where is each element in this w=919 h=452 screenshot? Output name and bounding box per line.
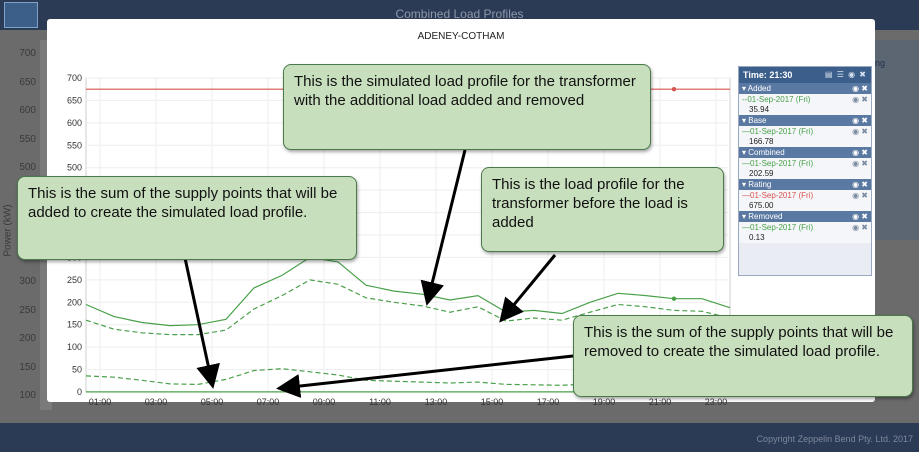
app-title: Combined Load Profiles xyxy=(395,7,524,21)
y-tick-label: 0 xyxy=(77,387,82,397)
y-tick-label: 550 xyxy=(67,140,82,150)
legend-series-row[interactable]: —01-Sep-2017 (Fri) ◉ ✖ xyxy=(739,126,871,137)
x-tick-label: 17:00 xyxy=(537,397,560,407)
legend-section-label: ▾ Base xyxy=(742,116,767,125)
legend-series-row[interactable]: —01-Sep-2017 (Fri) ◉ ✖ xyxy=(739,190,871,201)
legend-series-value: 675.00 xyxy=(739,201,871,211)
copyright-text: Copyright Zeppelin Bend Pty. Ltd. 2017 xyxy=(756,434,913,444)
background-y-tick-label: 700 xyxy=(19,48,36,59)
x-tick-label: 13:00 xyxy=(425,397,448,407)
legend-row-icons[interactable]: ◉ ✖ xyxy=(852,127,868,136)
legend-section-rating[interactable]: ▾ Rating ◉ ✖ xyxy=(739,179,871,190)
legend-section-icons[interactable]: ◉ ✖ xyxy=(852,148,868,157)
legend-section-base[interactable]: ▾ Base ◉ ✖ xyxy=(739,115,871,126)
legend-section-label: ▾ Combined xyxy=(742,148,785,157)
y-tick-label: 700 xyxy=(67,73,82,83)
background-legend-panel: ng xyxy=(875,40,919,240)
legend-panel: Time: 21:30 ▤ ☰ ◉ ✖ ▾ Added ◉ ✖ --01-Sep-2… xyxy=(738,66,872,276)
legend-row-icons[interactable]: ◉ ✖ xyxy=(852,223,868,232)
legend-time-label: Time: 21:30 xyxy=(743,70,793,80)
background-y-tick-label: 250 xyxy=(19,304,36,316)
callout-added: This is the sum of the supply points tha… xyxy=(17,176,357,260)
legend-series-value: 0.13 xyxy=(739,233,871,243)
background-y-tick-label: 600 xyxy=(19,105,36,116)
legend-header: Time: 21:30 ▤ ☰ ◉ ✖ xyxy=(739,67,871,83)
series-line-combined xyxy=(85,256,731,327)
arrow-added xyxy=(183,257,220,389)
callout-simulated: This is the simulated load profile for t… xyxy=(283,64,651,150)
legend-section-added[interactable]: ▾ Added ◉ ✖ xyxy=(739,83,871,94)
arrow-simulated xyxy=(420,149,467,306)
legend-series-row[interactable]: —01-Sep-2017 (Fri) ◉ ✖ xyxy=(739,222,871,233)
legend-row-icons[interactable]: ◉ ✖ xyxy=(852,159,868,168)
legend-section-label: ▾ Removed xyxy=(742,212,783,221)
y-tick-label: 150 xyxy=(67,320,82,330)
background-y-tick-label: 150 xyxy=(19,361,36,373)
x-tick-label: 19:00 xyxy=(593,397,616,407)
series-marker-rating xyxy=(671,87,677,92)
background-y-tick-label: 200 xyxy=(19,333,36,344)
legend-section-icons[interactable]: ◉ ✖ xyxy=(852,84,868,93)
x-tick-label: 05:00 xyxy=(201,397,224,407)
legend-row-icons[interactable]: ◉ ✖ xyxy=(852,191,868,200)
y-tick-label: 650 xyxy=(67,95,82,105)
callout-before: This is the load profile for the transfo… xyxy=(481,167,724,252)
legend-series-value: 166.78 xyxy=(739,137,871,147)
modal-title: ADENEY-COTHAM xyxy=(417,31,505,42)
app-footer: Copyright Zeppelin Bend Pty. Ltd. 2017 xyxy=(0,423,919,452)
legend-section-icons[interactable]: ◉ ✖ xyxy=(852,212,868,221)
y-tick-label: 600 xyxy=(67,118,82,128)
legend-section-icons[interactable]: ◉ ✖ xyxy=(852,180,868,189)
x-tick-label: 01:00 xyxy=(89,397,112,407)
y-tick-label: 250 xyxy=(67,275,82,285)
legend-section-label: ▾ Added xyxy=(742,84,771,93)
legend-series-date: —01-Sep-2017 (Fri) xyxy=(742,191,814,200)
background-y-tick-label: 300 xyxy=(19,276,36,287)
legend-section-label: ▾ Rating xyxy=(742,180,772,189)
background-y-tick-label: 550 xyxy=(19,133,36,145)
x-tick-label: 07:00 xyxy=(257,397,280,407)
y-tick-label: 100 xyxy=(67,342,82,352)
legend-section-combined[interactable]: ▾ Combined ◉ ✖ xyxy=(739,147,871,158)
series-marker-combined xyxy=(671,296,677,301)
y-tick-label: 50 xyxy=(72,365,82,375)
app-logo xyxy=(4,2,38,28)
legend-series-value: 35.94 xyxy=(739,105,871,115)
y-tick-label: 500 xyxy=(67,163,82,173)
legend-section-removed[interactable]: ▾ Removed ◉ ✖ xyxy=(739,211,871,222)
legend-section-icons[interactable]: ◉ ✖ xyxy=(852,116,868,125)
legend-series-row[interactable]: --01-Sep-2017 (Fri) ◉ ✖ xyxy=(739,94,871,105)
legend-series-date: —01-Sep-2017 (Fri) xyxy=(742,159,814,168)
legend-series-row[interactable]: —01-Sep-2017 (Fri) ◉ ✖ xyxy=(739,158,871,169)
x-tick-label: 11:00 xyxy=(369,397,391,407)
x-tick-label: 09:00 xyxy=(313,397,336,407)
legend-series-date: --01-Sep-2017 (Fri) xyxy=(742,95,811,104)
background-y-tick-label: 650 xyxy=(19,76,36,88)
legend-series-date: —01-Sep-2017 (Fri) xyxy=(742,223,814,232)
arrow-before xyxy=(499,254,557,323)
callout-removed: This is the sum of the supply points tha… xyxy=(573,315,913,397)
background-y-tick-label: 100 xyxy=(19,390,36,401)
legend-toolbar-icons[interactable]: ▤ ☰ ◉ ✖ xyxy=(824,70,867,79)
legend-series-value: 202.59 xyxy=(739,169,871,179)
legend-row-icons[interactable]: ◉ ✖ xyxy=(852,95,868,104)
arrow-removed xyxy=(276,354,574,398)
x-tick-label: 23:00 xyxy=(705,397,728,407)
legend-series-date: —01-Sep-2017 (Fri) xyxy=(742,127,814,136)
series-line-base xyxy=(85,279,731,336)
background-y-tick-label: 500 xyxy=(19,162,36,173)
y-tick-label: 200 xyxy=(67,297,82,307)
background-panel-row: ng xyxy=(875,58,886,68)
x-tick-label: 15:00 xyxy=(481,397,504,407)
x-tick-label: 21:00 xyxy=(649,397,672,407)
x-tick-label: 03:00 xyxy=(145,397,168,407)
